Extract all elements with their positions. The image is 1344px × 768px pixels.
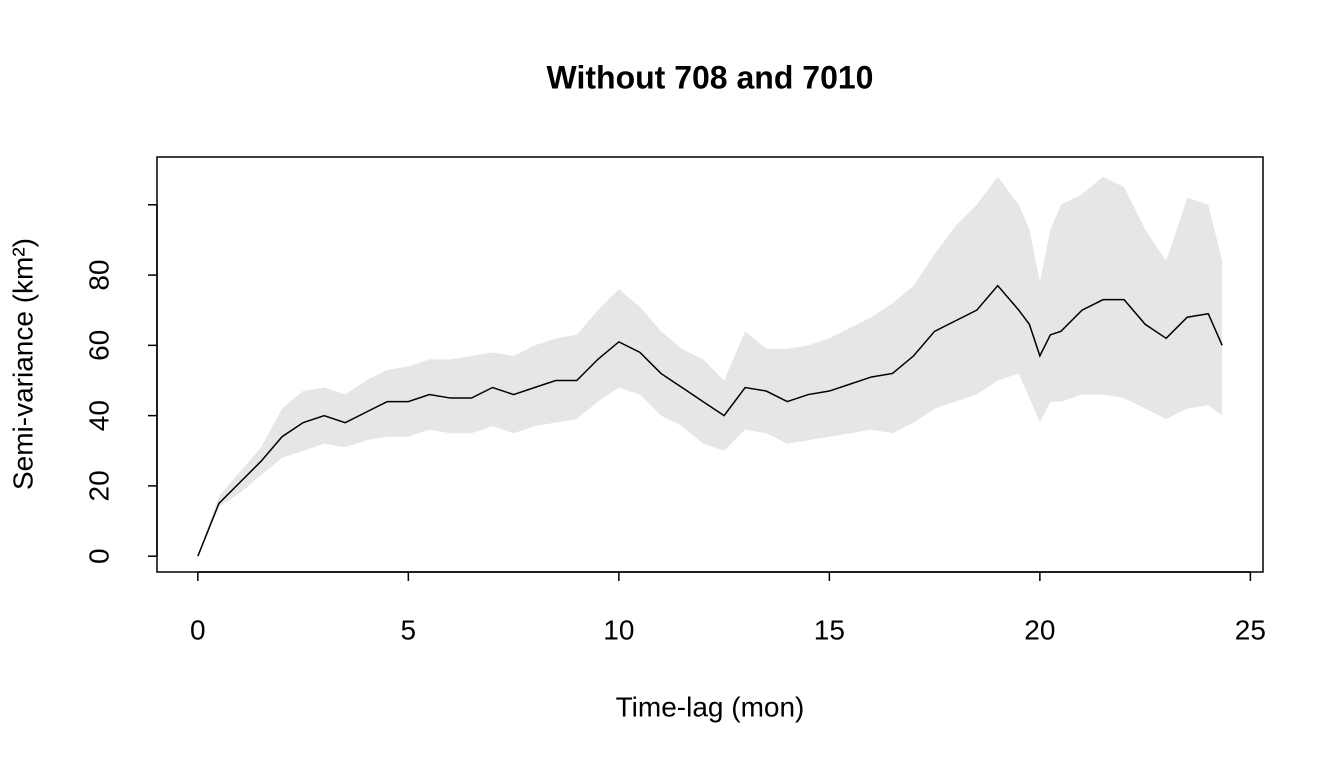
x-tick-label: 5 — [401, 614, 417, 645]
x-tick-label: 0 — [190, 614, 206, 645]
y-tick-label: 80 — [83, 259, 114, 290]
x-tick-label: 25 — [1235, 614, 1266, 645]
line — [197, 284, 1223, 557]
y-tick-label: 0 — [83, 548, 114, 564]
chart-title: Without 708 and 7010 — [547, 59, 874, 95]
x-tick-label: 10 — [603, 614, 634, 645]
y-tick-label: 20 — [83, 470, 114, 501]
x-tick-label: 20 — [1024, 614, 1055, 645]
y-axis-label: Semi-variance (km²) — [7, 238, 38, 490]
confidence-band — [197, 176, 1223, 557]
y-tick-label: 40 — [83, 400, 114, 431]
x-tick-label: 15 — [814, 614, 845, 645]
x-axis-label: Time-lag (mon) — [616, 691, 805, 722]
y-tick-label: 60 — [83, 330, 114, 361]
